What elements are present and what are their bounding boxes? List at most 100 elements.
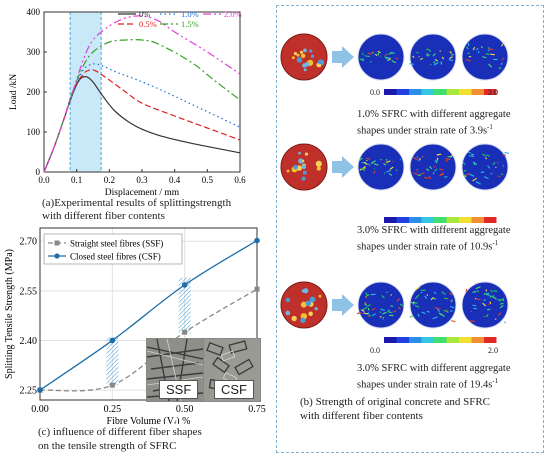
crack-stroke (474, 297, 477, 300)
aggregate (303, 288, 309, 294)
crack-stroke (434, 168, 438, 172)
crack-stroke (435, 161, 438, 164)
crack-stroke (436, 308, 441, 313)
crack-stroke (410, 301, 415, 305)
crack-stroke (387, 58, 392, 62)
aggregate (317, 63, 322, 68)
row1-caption-line1: 1.0% SFRC with different aggregate (357, 109, 511, 120)
crack-stroke (486, 308, 491, 311)
crack-stroke (475, 47, 479, 51)
crack-stroke (485, 314, 489, 318)
aggregate (293, 52, 297, 56)
crack-stroke (485, 53, 490, 55)
aggregate (301, 164, 307, 170)
crack-stroke (500, 172, 504, 176)
crack-stroke (500, 62, 503, 65)
aggregate (318, 294, 322, 298)
scale-swatch (484, 337, 497, 343)
crack-stroke (426, 294, 429, 297)
crack-stroke (428, 175, 432, 180)
crack-stroke (449, 51, 453, 54)
crack-stroke (450, 309, 453, 313)
crack-stroke (488, 63, 493, 68)
y-tick-label: 200 (27, 87, 41, 97)
x-tick-label: 0.1 (71, 175, 82, 185)
legend-label: Closed steel fibres (CSF) (70, 252, 161, 262)
crack-stroke (488, 48, 494, 51)
crack-stroke (433, 61, 439, 66)
crack-stroke (359, 58, 365, 62)
crack-stroke (497, 312, 502, 316)
caption-a-line1: (a)Experimental results of splittingstre… (42, 197, 232, 209)
scale-swatch (384, 337, 397, 343)
scale-swatch (434, 89, 447, 95)
x-tick-label: 0.3 (136, 175, 148, 185)
row2-caption-sup: -1 (492, 239, 499, 247)
caption-b-line1: (b) Strength of original concrete and SF… (300, 396, 491, 408)
simulation-disc (357, 143, 405, 191)
row2-caption-line1: 3.0% SFRC with different aggregate (357, 225, 511, 236)
x-axis-label: Displacement / mm (105, 188, 180, 198)
crack-stroke (433, 291, 437, 295)
crack-stroke (502, 154, 506, 156)
aggregate (285, 310, 291, 316)
crack-stroke (432, 53, 436, 57)
error-band-1 (178, 277, 191, 334)
simulation-disc (461, 143, 509, 191)
caption-c-line2: on the tensile strength of SFRC (38, 440, 177, 452)
crack-stroke (365, 55, 371, 58)
row2-caption: 3.0% SFRC with different aggregate shape… (357, 224, 511, 254)
csf-marker (37, 387, 43, 393)
crack-stroke (409, 63, 414, 65)
crack-stroke (492, 162, 496, 166)
crack-stroke (356, 312, 362, 315)
scale-swatch (421, 337, 434, 343)
crack-stroke (396, 298, 401, 302)
crack-stroke (466, 46, 469, 50)
crack-stroke (480, 45, 484, 49)
aggregate (316, 166, 321, 171)
crack-stroke (432, 316, 438, 320)
scale-swatch (459, 337, 472, 343)
crack-stroke (418, 159, 421, 162)
crack-stroke (371, 51, 374, 54)
crack-stroke (462, 174, 467, 178)
crack-stroke (433, 165, 436, 168)
aggregate (298, 158, 304, 164)
row3-caption-line2: shapes under strain rate of 19.4s (357, 379, 493, 391)
crack-stroke (409, 315, 414, 318)
aggregate (298, 151, 301, 155)
aggregate (301, 159, 305, 163)
crack-stroke (388, 173, 393, 176)
crack-stroke (417, 313, 420, 317)
crack-stroke (380, 158, 382, 161)
crack-stroke (362, 307, 368, 310)
y-tick-label: 2.55 (20, 286, 38, 297)
crack-stroke (489, 295, 495, 298)
sim-disc (461, 143, 509, 191)
sim-disc (357, 143, 405, 191)
specimen-3 (280, 281, 328, 329)
aggregate (305, 300, 312, 306)
crack-stroke (477, 50, 480, 54)
specimen-2 (280, 143, 328, 191)
caption-a-line2: with different fiber contents (42, 210, 165, 222)
sim-disc (409, 143, 457, 191)
csf-marker (254, 237, 260, 244)
crack-stroke (504, 151, 509, 154)
simulation-disc (461, 281, 509, 329)
aggregate (308, 311, 313, 317)
crack-stroke (433, 61, 436, 64)
crack-stroke (416, 168, 419, 172)
crack-stroke (504, 321, 507, 324)
crack-stroke (420, 172, 425, 175)
crack-stroke (448, 59, 454, 62)
crack-stroke (416, 156, 419, 159)
crack-stroke (475, 181, 481, 185)
caption-b-line2: with different fiber contents (300, 410, 423, 422)
crack-stroke (487, 165, 491, 169)
crack-stroke (463, 169, 467, 172)
crack-stroke (386, 56, 392, 59)
crack-stroke (472, 291, 477, 293)
crack-stroke (387, 52, 393, 55)
